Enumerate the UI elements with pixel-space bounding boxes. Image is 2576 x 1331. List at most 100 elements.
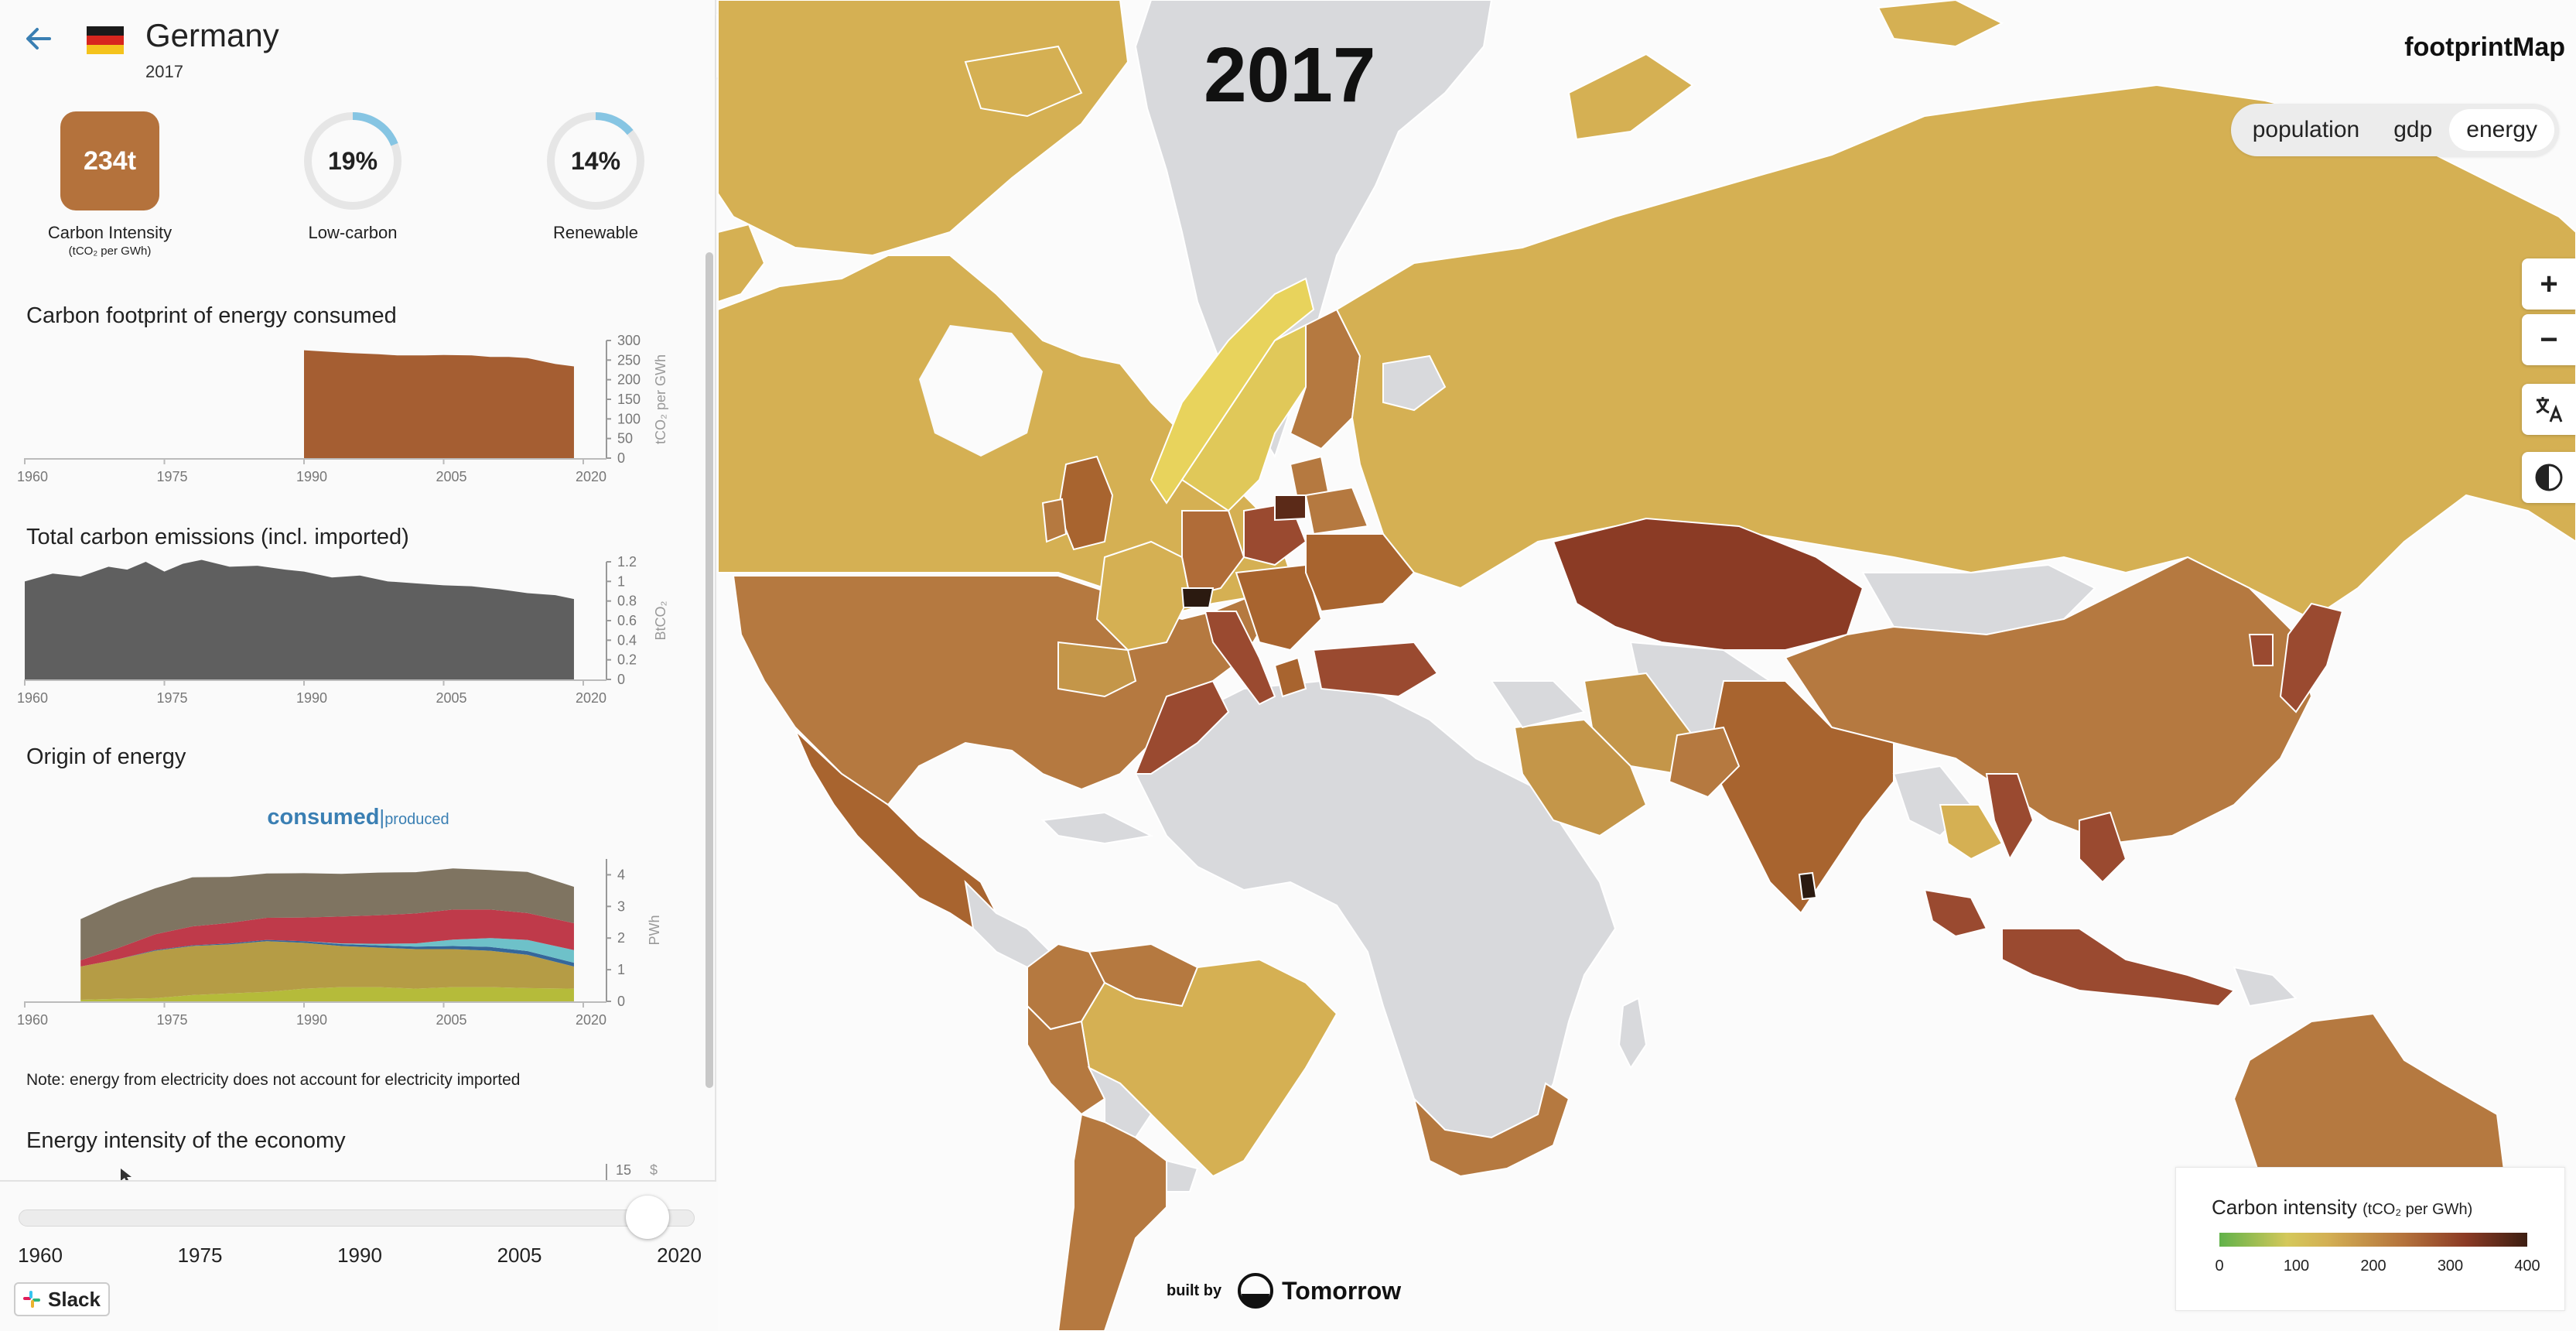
sidebar-scroll-area[interactable]: Germany 2017 234t Carbon Intensity (tCO₂… bbox=[0, 0, 716, 1180]
world-map-canvas[interactable] bbox=[718, 0, 2576, 1331]
country-saudi[interactable] bbox=[1513, 718, 1648, 837]
country-pakistan[interactable] bbox=[1668, 726, 1741, 799]
country-sri-lanka[interactable] bbox=[1798, 871, 1818, 901]
emissions-y-label: 0.4 bbox=[617, 632, 637, 648]
country-russia-arctic-islands[interactable] bbox=[1567, 53, 1694, 141]
origin-y-label: 0 bbox=[617, 994, 625, 1009]
country-malaysia[interactable] bbox=[1923, 888, 1988, 938]
timeline-track[interactable] bbox=[19, 1210, 695, 1227]
country-vietnam[interactable] bbox=[1985, 773, 2034, 861]
country-africa[interactable] bbox=[1134, 679, 1617, 1139]
intensity-unit: $ bbox=[650, 1162, 658, 1178]
tomorrow-logo-icon bbox=[1238, 1273, 1274, 1309]
footprint-chart: 1960 1975 1990 2005 2020 0 50 100 150 200 250 300 tC… bbox=[17, 333, 668, 484]
country-korea[interactable] bbox=[2248, 634, 2274, 666]
country-usa-alaska[interactable] bbox=[718, 223, 766, 303]
emissions-y-label: 0.8 bbox=[617, 594, 637, 609]
country-year: 2017 bbox=[145, 62, 183, 81]
island-svalbard bbox=[1382, 354, 1447, 412]
country-turkey[interactable] bbox=[1312, 641, 1439, 698]
country-uruguay[interactable] bbox=[1166, 1159, 1199, 1192]
carbon-intensity-badge: 234t bbox=[60, 111, 159, 210]
origin-series-5 bbox=[80, 868, 574, 960]
country-lithuania[interactable] bbox=[1274, 494, 1307, 522]
legend-unit: (tCO₂ per GWh) bbox=[2362, 1201, 2473, 1218]
footprint-x-label: 1960 bbox=[17, 469, 48, 484]
sidebar-scrollbar[interactable] bbox=[705, 252, 713, 1088]
country-sidebar: Germany 2017 234t Carbon Intensity (tCO₂… bbox=[0, 0, 716, 1331]
origin-series-1 bbox=[80, 941, 574, 1000]
mode-gdp[interactable]: gdp bbox=[2393, 117, 2433, 142]
country-argentina[interactable] bbox=[1057, 1113, 1167, 1331]
country-italy[interactable] bbox=[1204, 611, 1276, 706]
consumed-toggle[interactable]: consumed bbox=[267, 805, 380, 830]
mode-population[interactable]: population bbox=[2252, 117, 2360, 142]
cursor-pointer-icon bbox=[121, 1168, 132, 1180]
toggle-separator: | bbox=[379, 806, 385, 829]
country-switzerland[interactable] bbox=[1180, 587, 1215, 608]
legend-tick-label: 0 bbox=[2215, 1257, 2224, 1275]
country-spain[interactable] bbox=[1057, 641, 1137, 698]
country-russia-novaya[interactable] bbox=[1877, 0, 2004, 48]
country-belarus[interactable] bbox=[1304, 486, 1369, 535]
country-south-africa[interactable] bbox=[1413, 1082, 1570, 1178]
country-ireland[interactable] bbox=[1041, 498, 1068, 543]
emissions-x-label: 1975 bbox=[156, 690, 187, 706]
legend-title: Carbon intensity (tCO₂ per GWh) bbox=[2212, 1196, 2472, 1220]
country-greece[interactable] bbox=[1273, 656, 1307, 698]
footprint-y-label: 250 bbox=[617, 352, 641, 368]
produced-toggle[interactable]: produced bbox=[384, 811, 449, 828]
emissions-x-label: 2005 bbox=[436, 690, 466, 706]
theme-toggle-button[interactable] bbox=[2522, 452, 2576, 503]
origin-series-3 bbox=[80, 938, 574, 967]
low-carbon-label: Low-carbon bbox=[308, 223, 398, 242]
map-legend: Carbon intensity (tCO₂ per GWh) 0 100 200 3… bbox=[2175, 1167, 2565, 1311]
country-norway[interactable] bbox=[1150, 277, 1315, 505]
world-map[interactable]: 2017 footprintMap population gdp energy … bbox=[718, 0, 2576, 1331]
country-balkans[interactable] bbox=[1235, 563, 1323, 652]
country-japan[interactable] bbox=[2279, 602, 2344, 713]
country-canada-islands[interactable] bbox=[718, 0, 1129, 257]
country-indonesia[interactable] bbox=[2001, 928, 2236, 1008]
plus-icon: + bbox=[2540, 267, 2558, 301]
slack-label: Slack bbox=[48, 1287, 101, 1311]
energy-note: Note: energy from electricity does not a… bbox=[26, 1071, 521, 1089]
origin-y-label: 2 bbox=[617, 930, 625, 946]
country-russia[interactable] bbox=[1335, 84, 2576, 621]
country-france[interactable] bbox=[1095, 540, 1191, 652]
country-central-america[interactable] bbox=[964, 880, 1052, 969]
country-china[interactable] bbox=[1784, 556, 2313, 845]
language-button[interactable] bbox=[2522, 384, 2576, 435]
emissions-y-label: 1 bbox=[617, 573, 625, 589]
built-by-credit[interactable]: built by Tomorrow bbox=[1167, 1272, 1401, 1309]
zoom-out-button[interactable]: − bbox=[2522, 314, 2576, 365]
country-madagascar[interactable] bbox=[1618, 997, 1648, 1069]
timeline-label: 1990 bbox=[337, 1244, 382, 1267]
country-germany[interactable] bbox=[1181, 510, 1245, 597]
country-kazakhstan[interactable] bbox=[1552, 517, 1864, 651]
mode-energy[interactable]: energy bbox=[2449, 109, 2554, 151]
renewable-value: 14% bbox=[570, 146, 621, 175]
country-cuba[interactable] bbox=[1040, 811, 1154, 845]
intensity-chart-title: Energy intensity of the economy bbox=[26, 1128, 346, 1153]
legend-color-scale bbox=[2219, 1233, 2527, 1247]
country-philippines[interactable] bbox=[2079, 811, 2127, 884]
country-iraq-syria[interactable] bbox=[1490, 680, 1586, 729]
slack-button[interactable]: Slack bbox=[14, 1282, 110, 1316]
low-carbon-ring bbox=[304, 112, 401, 210]
country-morocco[interactable] bbox=[1134, 679, 1230, 775]
zoom-in-button[interactable]: + bbox=[2522, 258, 2576, 310]
timeline-panel: 1960 1975 1990 2005 2020 Slack bbox=[0, 1180, 716, 1331]
back-arrow-icon[interactable] bbox=[22, 22, 56, 56]
timeline-label: 2020 bbox=[657, 1244, 702, 1267]
timeline-thumb[interactable] bbox=[625, 1196, 669, 1239]
footprint-x-label: 1990 bbox=[296, 469, 327, 484]
contrast-icon bbox=[2535, 464, 2563, 491]
footprint-y-label: 0 bbox=[617, 450, 625, 466]
country-png[interactable] bbox=[2233, 966, 2298, 1008]
country-canada-island-b[interactable] bbox=[964, 45, 1083, 118]
country-india[interactable] bbox=[1707, 680, 1894, 915]
country-thailand[interactable] bbox=[1939, 804, 2004, 861]
intensity-chart-partial: 15 $ bbox=[606, 1162, 658, 1180]
country-greenland[interactable] bbox=[1134, 0, 1493, 459]
